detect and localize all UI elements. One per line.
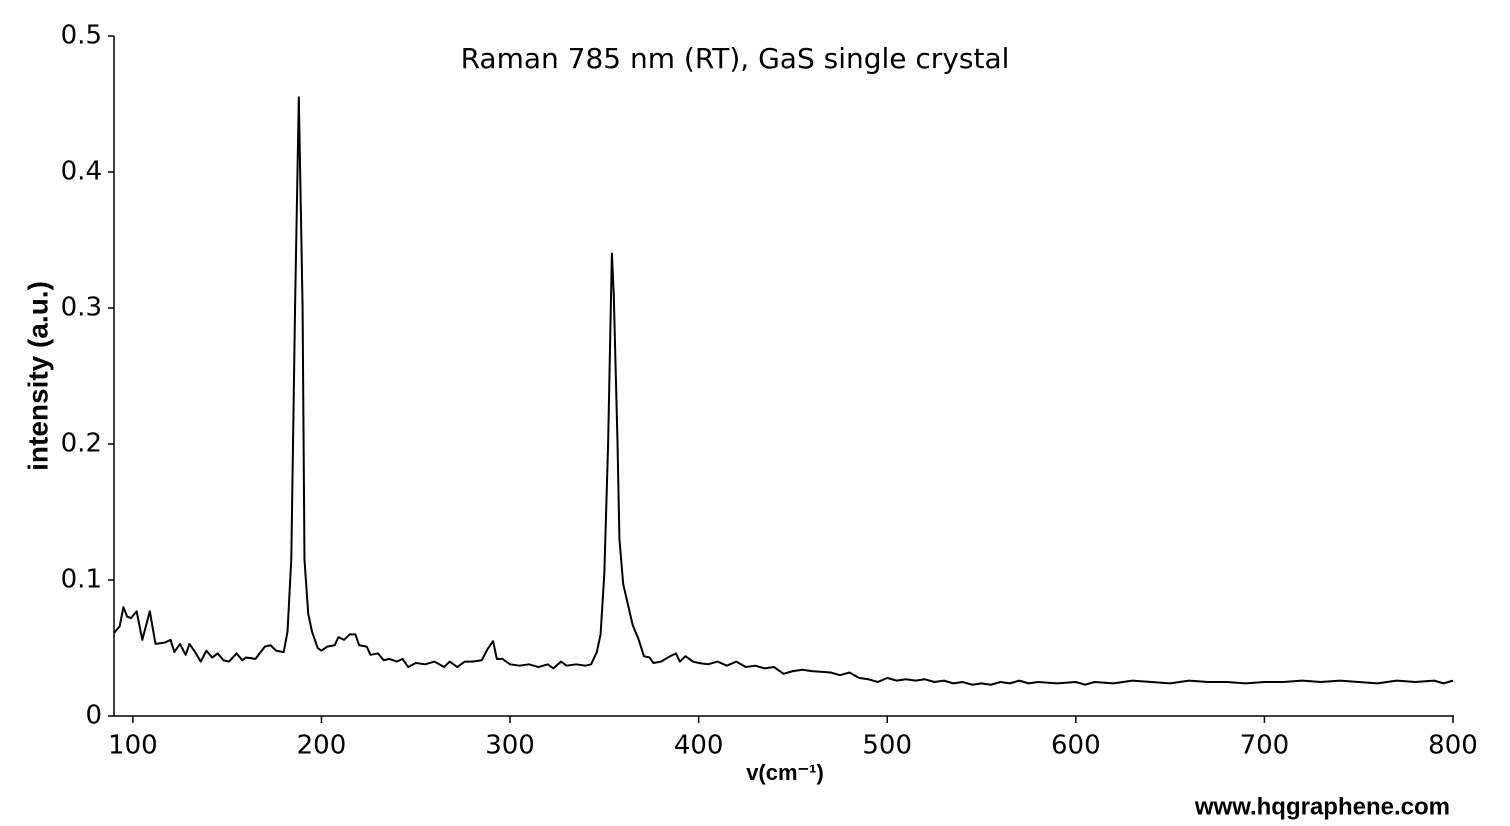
y-axis-label: intensity (a.u.) xyxy=(22,281,53,471)
y-tick-label: 0.1 xyxy=(61,565,102,595)
x-tick-label: 400 xyxy=(674,731,724,761)
x-tick-label: 500 xyxy=(862,731,912,761)
x-tick-label: 200 xyxy=(297,731,347,761)
chart-title: Raman 785 nm (RT), GaS single crystal xyxy=(461,42,1010,75)
spectrum-line xyxy=(113,96,1454,686)
y-tick-label: 0.5 xyxy=(61,21,102,51)
y-tick-label: 0.4 xyxy=(61,157,102,187)
watermark: www.hqgraphene.com xyxy=(1194,793,1450,820)
y-tick-label: 0.3 xyxy=(61,293,102,323)
x-tick-label: 100 xyxy=(108,731,158,761)
x-axis-label: v(cm⁻¹) xyxy=(746,760,824,785)
y-tick-label: 0 xyxy=(85,701,102,731)
x-tick-label: 300 xyxy=(485,731,535,761)
x-tick-label: 700 xyxy=(1240,731,1290,761)
x-tick-label: 600 xyxy=(1051,731,1101,761)
x-tick-label: 800 xyxy=(1428,731,1478,761)
y-tick-label: 0.2 xyxy=(61,429,102,459)
